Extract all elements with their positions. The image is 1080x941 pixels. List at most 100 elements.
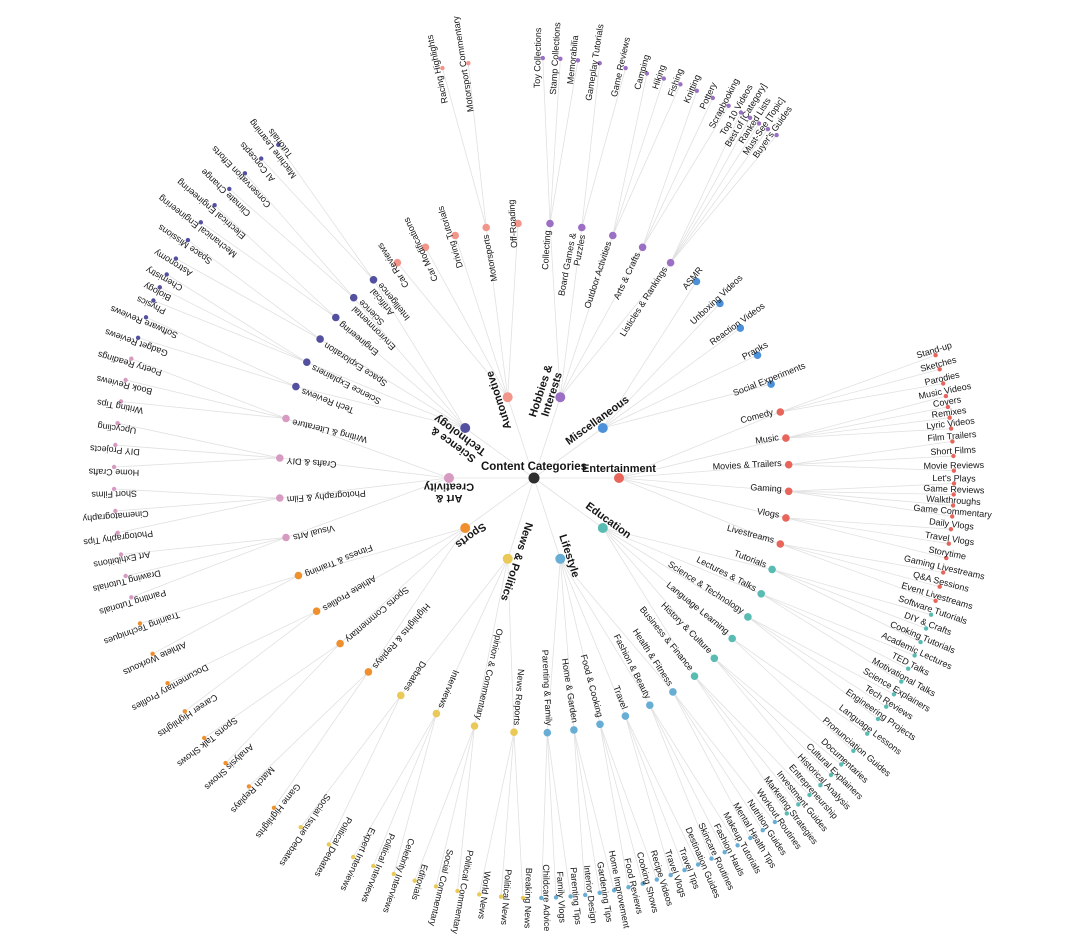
node-ai-concepts[interactable] — [259, 156, 264, 161]
node-childcare-advice[interactable] — [539, 895, 544, 901]
node-debates[interactable] — [397, 691, 405, 700]
node-crafts-diy[interactable] — [276, 454, 284, 462]
node-gardening-tips[interactable] — [597, 890, 602, 895]
node-top-10-videos[interactable] — [738, 110, 744, 115]
node-lyric-videos[interactable] — [948, 426, 954, 431]
node-marketing-strategies[interactable] — [784, 811, 789, 816]
node-livestreams[interactable] — [776, 540, 785, 548]
node-knitting[interactable] — [694, 88, 699, 94]
node-unboxing-videos[interactable] — [716, 299, 724, 308]
node-social-issue-debates[interactable] — [298, 825, 303, 830]
node-game-commentary[interactable] — [950, 514, 955, 519]
node-documentaries[interactable] — [839, 762, 844, 767]
node-stamp-collections[interactable] — [558, 56, 563, 61]
node-science-technology[interactable] — [744, 613, 752, 621]
node-poetry-readings[interactable] — [129, 356, 134, 361]
node-home-crafts[interactable] — [111, 464, 117, 470]
node-off-roading[interactable] — [514, 219, 522, 228]
node-physics[interactable] — [151, 298, 156, 303]
node-biology[interactable] — [157, 285, 162, 290]
node-news-politics[interactable] — [502, 553, 513, 564]
node-political-news[interactable] — [498, 894, 504, 899]
node-business-finance[interactable] — [690, 672, 699, 680]
node-home-improvement[interactable] — [611, 888, 617, 893]
node-space-missions[interactable] — [185, 237, 191, 243]
node-gaming[interactable] — [784, 487, 793, 496]
node-academic-lectures[interactable] — [912, 653, 917, 658]
node-astronomy[interactable] — [173, 256, 179, 261]
node-gadget-reviews[interactable] — [135, 335, 141, 340]
node-political-interviews[interactable] — [371, 863, 376, 869]
node-photography-film[interactable] — [276, 494, 284, 502]
node-scrapbooking[interactable] — [726, 103, 731, 109]
node-camping[interactable] — [644, 71, 650, 76]
node-cooking-tutorials[interactable] — [918, 639, 923, 645]
node-nutrition-guides[interactable] — [760, 828, 765, 833]
node-storytime[interactable] — [944, 555, 949, 561]
node-hiking[interactable] — [661, 76, 666, 81]
node-movies-trailers[interactable] — [784, 460, 793, 469]
node-entertainment[interactable] — [614, 473, 624, 483]
node-short-films[interactable] — [951, 453, 956, 459]
node-driving-tutorials[interactable] — [451, 231, 460, 240]
node-sketches[interactable] — [937, 367, 942, 372]
node-chemistry[interactable] — [164, 272, 169, 277]
node-lectures-talks[interactable] — [757, 590, 765, 598]
node-science-explainers[interactable] — [303, 358, 311, 367]
node-racing-highlights[interactable] — [440, 65, 445, 71]
node-athlete-profiles[interactable] — [312, 607, 321, 615]
node-let-s-plays[interactable] — [951, 481, 957, 486]
node-toy-collections[interactable] — [540, 55, 545, 61]
node-music-videos[interactable] — [943, 393, 949, 399]
node-travel-vlogs[interactable] — [946, 541, 951, 546]
node-parenting-tips[interactable] — [568, 894, 573, 899]
node-upcycling[interactable] — [115, 421, 120, 426]
node-travel[interactable] — [621, 712, 630, 720]
node-must-see-topic[interactable] — [765, 126, 771, 132]
node-news-reports[interactable] — [510, 728, 518, 736]
node-music[interactable] — [782, 434, 790, 442]
node-political-commentary[interactable] — [455, 888, 460, 894]
node-travel-tips[interactable] — [682, 867, 687, 873]
node-ranked-lists[interactable] — [756, 121, 762, 126]
node-sports-talk-shows[interactable] — [202, 735, 207, 741]
node-match-replays[interactable] — [246, 784, 252, 789]
node-gaming-livestreams[interactable] — [941, 570, 946, 575]
node-painting-tutorials[interactable] — [129, 595, 134, 600]
node-language-lessons[interactable] — [865, 731, 870, 736]
node-documentary-profiles[interactable] — [165, 681, 170, 686]
node-space-exploration[interactable] — [316, 335, 324, 343]
node-game-highlights[interactable] — [271, 805, 277, 810]
node-historical-analysis[interactable] — [818, 783, 823, 788]
node-film-trailers[interactable] — [950, 439, 955, 444]
node-game-reviews[interactable] — [951, 492, 956, 497]
node-conservation-efforts[interactable] — [242, 171, 248, 176]
node-breaking-news[interactable] — [520, 895, 526, 901]
node-outdoor-activities[interactable] — [609, 231, 617, 240]
node-comedy[interactable] — [776, 408, 785, 416]
node-writing-literature[interactable] — [282, 414, 290, 423]
node-listicles-rankings[interactable] — [666, 258, 675, 267]
node-q-a-sessions[interactable] — [937, 584, 942, 589]
node-climate-change[interactable] — [227, 186, 232, 192]
node-collecting[interactable] — [546, 219, 554, 228]
node-political-debates[interactable] — [326, 842, 331, 847]
node-highlights-replays[interactable] — [364, 668, 373, 676]
node-world-news[interactable] — [477, 892, 482, 897]
node-parodies[interactable] — [941, 381, 946, 386]
node-drawing-tutorials[interactable] — [123, 573, 128, 579]
node-remixes[interactable] — [947, 415, 952, 420]
node-family-vlogs[interactable] — [553, 895, 559, 900]
node-science-explainers[interactable] — [891, 692, 897, 697]
node-art-creativity[interactable] — [444, 473, 454, 483]
node-cultural-explainers[interactable] — [828, 772, 834, 778]
node-analysis-shows[interactable] — [223, 760, 228, 766]
node-career-highlights[interactable] — [182, 709, 187, 714]
node-workout-routines[interactable] — [772, 819, 778, 825]
node-expert-interviews[interactable] — [351, 854, 356, 860]
node-car-modifications[interactable] — [421, 243, 430, 252]
node-walkthroughs[interactable] — [950, 503, 956, 508]
node-training-techniques[interactable] — [137, 621, 143, 626]
node-best-of-category[interactable] — [747, 115, 753, 121]
node-travel-vlogs[interactable] — [668, 872, 673, 878]
